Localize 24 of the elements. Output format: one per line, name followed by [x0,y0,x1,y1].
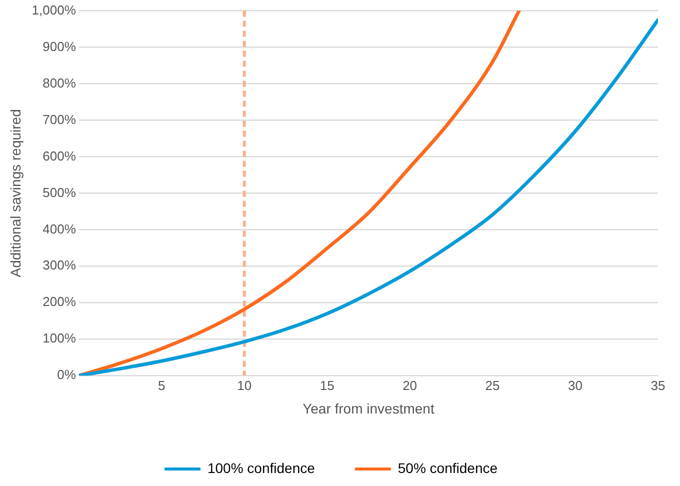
y-tick-label: 500% [42,184,76,200]
y-tick-label: 300% [42,258,76,273]
line-series [78,10,521,376]
x-axis-title: Year from investment [302,400,434,416]
line-series [78,18,658,376]
x-tick-label: 25 [485,378,500,393]
x-tick-label: 10 [237,378,252,393]
x-tick-label: 20 [402,378,418,393]
y-tick-label: 100% [42,330,76,346]
x-tick-label: 5 [158,378,166,393]
x-tick-label: 15 [320,378,334,393]
y-tick-label: 1,000% [32,2,76,18]
y-axis-title: Additional savings required [7,109,24,278]
legend-label: 50% confidence [398,460,498,476]
y-tick-label: 600% [42,148,76,164]
y-tick-label: 400% [42,221,76,236]
y-tick-label: 900% [42,38,76,54]
legend-label: 100% confidence [207,460,316,476]
y-tick-label: 700% [42,112,76,127]
y-tick-label: 800% [42,75,76,90]
y-tick-label: 200% [42,294,76,310]
x-tick-label: 35 [650,378,666,393]
y-tick-label: 0% [57,367,76,382]
x-tick-label: 30 [568,378,583,393]
